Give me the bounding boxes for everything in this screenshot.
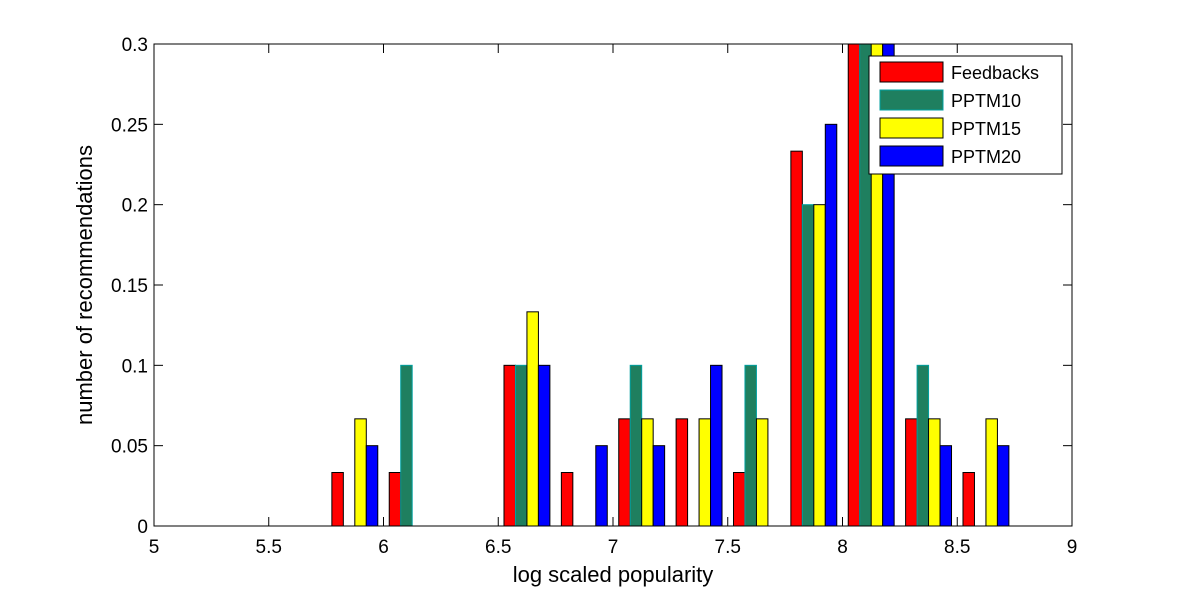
bar-pptm20-bin-14	[996, 445, 1010, 527]
y-tick-label: 0.25	[111, 115, 148, 136]
bar-feedbacks-bin-12	[847, 43, 861, 527]
x-axis-title: log scaled popularity	[513, 562, 714, 587]
legend: Feedbacks PPTM10 PPTM15 PPTM20	[868, 55, 1063, 175]
bars-layer	[331, 43, 1010, 527]
bar-pptm20-bin-13	[939, 445, 953, 527]
x-tick-label: 5.5	[256, 537, 282, 558]
legend-label-pptm15: PPTM15	[951, 119, 1021, 139]
ticks-layer: 5 5.5 6 6.5 7 7.5 8 8.5 9 0 0.05 0.1 0.15 0.2 0.25 0.3	[111, 35, 1077, 558]
legend-swatch-pptm10	[879, 89, 944, 111]
bar-pptm15-bin-13	[928, 418, 941, 527]
bar-feedbacks-bin-8	[618, 418, 631, 527]
bar-pptm15-bin-14	[985, 418, 998, 527]
bar-pptm20-bin-6	[537, 364, 551, 527]
y-tick-label: 0.15	[111, 276, 148, 297]
legend-label-feedbacks: Feedbacks	[951, 63, 1039, 83]
bar-feedbacks-bin-10	[732, 472, 746, 527]
bar-feedbacks-bin-3	[331, 472, 344, 527]
bar-feedbacks-bin-11	[790, 150, 803, 527]
legend-label-pptm20: PPTM20	[951, 147, 1021, 167]
y-axis-title: number of recommendations	[72, 145, 97, 425]
bar-pptm10-bin-8	[629, 364, 643, 527]
bar-pptm10-bin-10	[744, 364, 757, 527]
y-tick-label: 0.2	[122, 196, 148, 217]
bar-pptm20-bin-8	[652, 445, 666, 527]
y-tick-label: 0.3	[122, 35, 148, 56]
bar-pptm15-bin-10	[755, 418, 769, 527]
legend-swatch-feedbacks	[879, 61, 944, 83]
legend-swatch-pptm20	[879, 145, 944, 167]
legend-label-pptm10: PPTM10	[951, 91, 1021, 111]
bar-pptm10-bin-4	[400, 364, 413, 527]
bar-pptm15-bin-3	[354, 418, 367, 527]
bar-feedbacks-bin-9	[675, 418, 689, 527]
x-tick-label: 6.5	[485, 537, 511, 558]
y-tick-label: 0	[137, 517, 148, 538]
x-tick-label: 7	[608, 537, 619, 558]
legend-items: Feedbacks PPTM10 PPTM15 PPTM20	[879, 61, 1039, 167]
bar-pptm20-bin-11	[824, 123, 838, 527]
bar-pptm15-bin-8	[641, 418, 654, 527]
bar-feedbacks-bin-14	[962, 472, 975, 527]
y-tick-label: 0.05	[111, 437, 148, 458]
bar-pptm15-bin-11	[813, 204, 826, 527]
y-tick-label: 0.1	[122, 356, 148, 377]
bar-feedbacks-bin-13	[905, 418, 918, 527]
x-tick-label: 5	[149, 537, 160, 558]
x-tick-label: 8	[837, 537, 848, 558]
x-tick-label: 8.5	[944, 537, 970, 558]
legend-swatch-pptm15	[879, 117, 944, 139]
bar-feedbacks-bin-7	[560, 472, 574, 527]
bar-pptm15-bin-9	[698, 418, 712, 527]
x-tick-label: 9	[1067, 537, 1078, 558]
x-tick-label: 6	[378, 537, 389, 558]
bar-pptm10-bin-6	[514, 364, 528, 527]
bar-pptm20-bin-9	[710, 364, 723, 527]
bar-pptm10-bin-13	[916, 364, 930, 527]
bar-pptm20-bin-7	[595, 445, 608, 527]
x-tick-label: 7.5	[715, 537, 741, 558]
bar-pptm15-bin-6	[526, 311, 539, 527]
bar-pptm20-bin-3	[365, 445, 379, 527]
bar-pptm10-bin-11	[801, 204, 815, 527]
bar-feedbacks-bin-4	[388, 472, 402, 527]
bar-feedbacks-bin-6	[503, 364, 516, 527]
